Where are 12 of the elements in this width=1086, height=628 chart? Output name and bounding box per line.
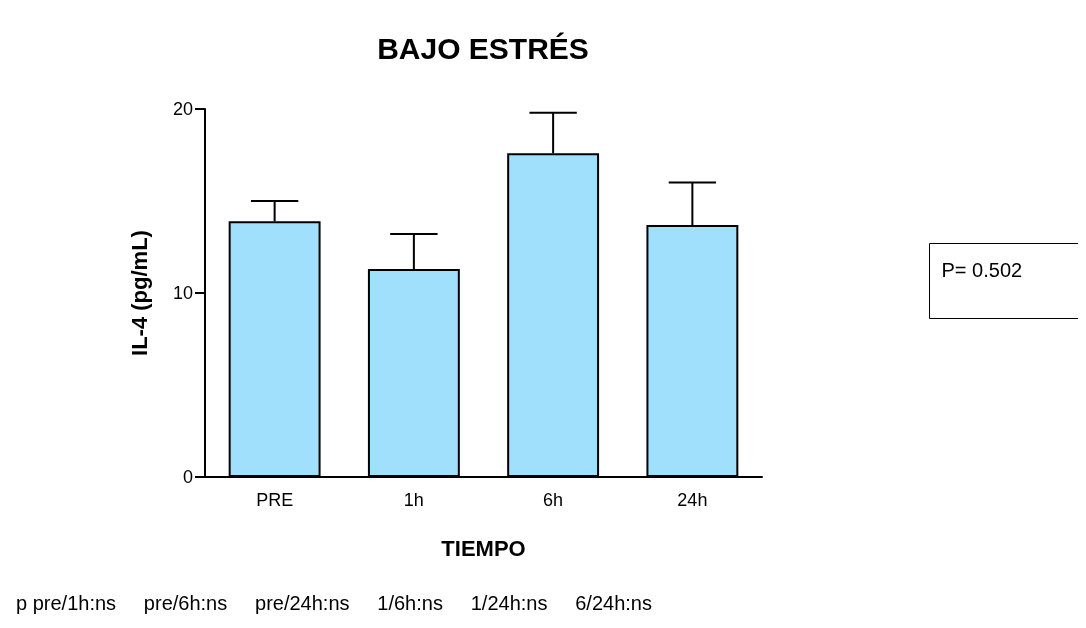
x-tick-label: 1h <box>403 490 424 510</box>
y-tick-label: 20 <box>172 99 193 119</box>
x-tick-label: PRE <box>256 490 294 510</box>
x-tick-label: 24h <box>677 490 708 510</box>
x-tick-label: 6h <box>543 490 564 510</box>
y-axis-title: IL-4 (pg/mL) <box>126 230 152 356</box>
x-axis-title: TIEMPO <box>441 535 526 561</box>
chart-title: BAJO ESTRÉS <box>377 31 589 65</box>
text: p pre/1h:ns pre/6h:ns pre/24h:ns 1/6h:ns 1/24h:ns 6/24h:ns <box>16 592 652 614</box>
y-tick-label: 10 <box>172 283 193 303</box>
y-tick-label: 0 <box>182 467 193 487</box>
text: P= 0.502 <box>941 258 1023 281</box>
